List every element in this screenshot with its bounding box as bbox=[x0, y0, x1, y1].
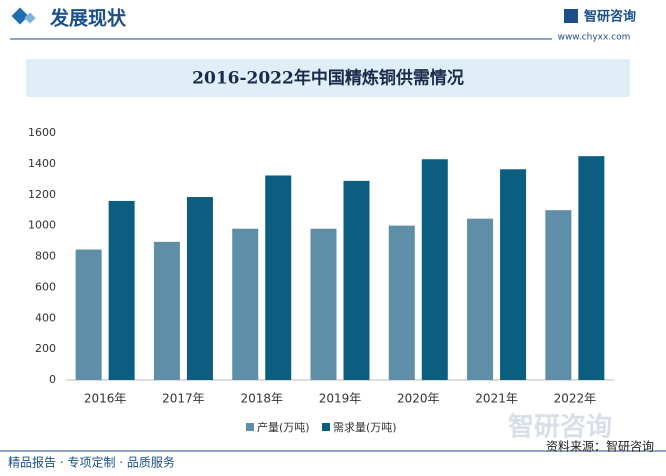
bar bbox=[265, 175, 292, 380]
x-tick-label: 2020年 bbox=[397, 392, 440, 406]
url: www.chyxx.com bbox=[558, 33, 631, 43]
bar bbox=[500, 169, 527, 380]
x-tick-label: 2021年 bbox=[475, 392, 518, 406]
y-tick-label: 200 bbox=[35, 342, 56, 355]
bar bbox=[545, 210, 572, 380]
x-tick-label: 2022年 bbox=[554, 392, 597, 406]
bar bbox=[467, 218, 494, 380]
bar bbox=[108, 200, 135, 380]
header-icon bbox=[24, 12, 36, 24]
legend-swatch bbox=[246, 423, 254, 431]
bar bbox=[75, 249, 102, 380]
bar bbox=[421, 159, 448, 380]
y-tick-label: 0 bbox=[49, 373, 56, 386]
bar bbox=[186, 197, 213, 380]
chart-title: 2016-2022年中国精炼铜供需情况 bbox=[192, 68, 464, 89]
bar bbox=[232, 228, 259, 380]
slogan: 精品报告 · 专项定制 · 品质服务 bbox=[8, 455, 175, 470]
source: 资料来源：智研咨询 bbox=[546, 439, 654, 454]
y-tick-label: 800 bbox=[35, 250, 56, 263]
y-tick-label: 600 bbox=[35, 280, 56, 293]
brand: 智研咨询 bbox=[584, 9, 636, 25]
title-band bbox=[26, 59, 630, 97]
logo-icon bbox=[564, 9, 578, 23]
bar bbox=[343, 180, 370, 380]
y-tick-label: 400 bbox=[35, 311, 56, 324]
y-tick-label: 1400 bbox=[28, 157, 56, 170]
bar bbox=[578, 156, 605, 380]
y-tick-label: 1600 bbox=[28, 126, 56, 139]
bar bbox=[153, 241, 180, 380]
section-title: 发展现状 bbox=[49, 7, 127, 30]
x-tick-label: 2018年 bbox=[240, 392, 283, 406]
bar bbox=[388, 225, 415, 380]
legend-label: 产量(万吨) bbox=[257, 420, 310, 434]
x-tick-label: 2019年 bbox=[319, 392, 362, 406]
y-tick-label: 1200 bbox=[28, 188, 56, 201]
legend-label: 需求量(万吨) bbox=[333, 421, 397, 434]
x-tick-label: 2016年 bbox=[84, 392, 127, 406]
watermark: 智研咨询 bbox=[508, 412, 612, 443]
bar bbox=[310, 228, 337, 380]
y-tick-label: 1000 bbox=[28, 219, 56, 232]
legend-swatch bbox=[322, 423, 330, 431]
x-tick-label: 2017年 bbox=[162, 392, 205, 406]
header-icon bbox=[11, 7, 29, 25]
